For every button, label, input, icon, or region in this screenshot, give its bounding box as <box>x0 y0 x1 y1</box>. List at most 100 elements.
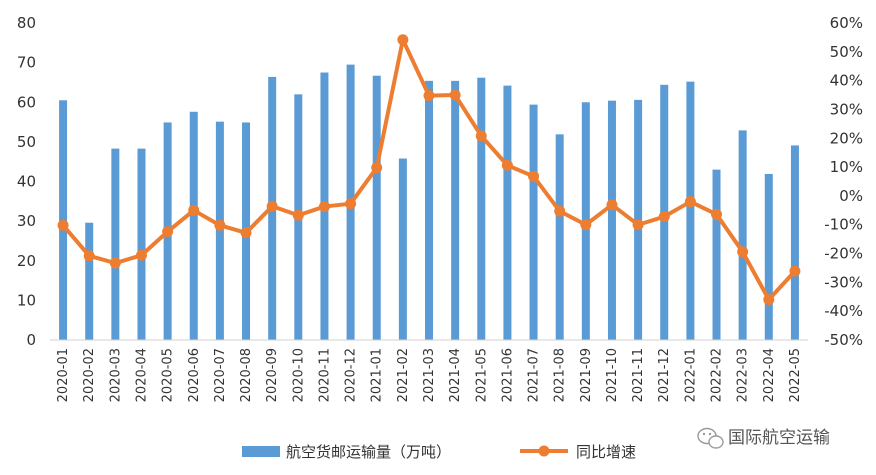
growth-point <box>658 211 670 223</box>
x-tick-label: 2021-05 <box>474 348 489 402</box>
bar <box>372 75 381 341</box>
left-tick-label: 70 <box>17 54 36 72</box>
x-tick-label: 2022-05 <box>788 348 803 402</box>
x-tick-label: 2021-01 <box>370 348 385 402</box>
left-tick-label: 20 <box>17 252 36 270</box>
x-tick-label: 2020-11 <box>317 348 332 402</box>
growth-point <box>423 90 435 102</box>
x-tick-label: 2021-02 <box>396 348 411 402</box>
x-tick-label: 2020-12 <box>344 348 359 402</box>
growth-point <box>397 34 409 46</box>
right-tick-label: -40% <box>824 302 863 320</box>
legend: 航空货邮运输量（万吨） 同比增速 <box>242 443 636 461</box>
x-tick-label: 2021-09 <box>579 348 594 402</box>
bar <box>738 130 747 340</box>
bar <box>764 173 773 340</box>
x-tick-label: 2022-03 <box>736 348 751 402</box>
growth-point <box>606 199 618 211</box>
growth-point <box>789 265 801 277</box>
growth-point <box>135 249 147 261</box>
x-tick-label: 2022-04 <box>762 348 777 402</box>
growth-point <box>292 209 304 221</box>
growth-point <box>266 200 278 212</box>
x-axis: 2020-01 2020-02 2020-03 2020-04 2020-05 2020-… <box>56 348 803 402</box>
bar <box>477 77 486 341</box>
right-tick-label: 40% <box>830 72 863 90</box>
growth-point <box>501 159 513 171</box>
growth-point <box>371 162 383 174</box>
growth-point <box>162 226 174 238</box>
watermark-text: 国际航空运输 <box>728 428 830 448</box>
x-tick-label: 2022-02 <box>710 348 725 402</box>
bar <box>189 111 198 340</box>
right-tick-label: 50% <box>830 43 863 61</box>
x-tick-label: 2021-03 <box>422 348 437 402</box>
right-tick-label: 30% <box>830 100 863 118</box>
right-tick-label: -50% <box>824 331 863 349</box>
left-tick-label: 50 <box>17 133 36 151</box>
legend-bar-label: 航空货邮运输量（万吨） <box>286 443 451 461</box>
x-tick-label: 2021-07 <box>527 348 542 402</box>
bar <box>790 145 799 340</box>
growth-point <box>711 208 723 220</box>
growth-point <box>83 250 95 262</box>
right-tick-label: 20% <box>830 129 863 147</box>
right-tick-label: -30% <box>824 273 863 291</box>
left-tick-label: 0 <box>26 331 36 349</box>
x-tick-label: 2020-01 <box>56 348 71 402</box>
x-tick-label: 2020-10 <box>291 348 306 402</box>
right-tick-label: -20% <box>824 245 863 263</box>
right-axis: -50% -40% -30% -20% -10% 0% 10% 20% 30% 40% 50% 60% <box>824 14 863 349</box>
x-tick-label: 2020-02 <box>82 348 97 402</box>
bar <box>425 80 433 340</box>
x-tick-label: 2021-06 <box>500 348 515 402</box>
growth-point <box>318 201 330 213</box>
growth-point <box>345 198 357 210</box>
bar <box>712 169 721 340</box>
x-tick-label: 2020-04 <box>134 348 149 402</box>
x-tick-label: 2020-05 <box>161 348 176 402</box>
left-tick-label: 30 <box>17 212 36 230</box>
legend-line-label: 同比增速 <box>576 443 636 461</box>
bar <box>503 85 512 340</box>
growth-point <box>528 170 540 182</box>
x-tick-label: 2021-04 <box>448 348 463 402</box>
growth-point <box>57 219 69 231</box>
bar <box>555 134 564 340</box>
bar <box>398 158 407 340</box>
x-tick-label: 2021-11 <box>631 348 646 402</box>
growth-point <box>684 196 696 208</box>
bar <box>686 81 695 341</box>
x-tick-label: 2020-06 <box>187 348 202 402</box>
legend-line-marker <box>538 445 550 457</box>
right-tick-label: -10% <box>824 216 863 234</box>
line-series <box>57 34 801 306</box>
bar <box>137 148 146 340</box>
x-tick-label: 2020-09 <box>265 348 280 402</box>
wechat-icon <box>697 427 724 449</box>
growth-point <box>214 219 226 231</box>
left-tick-label: 80 <box>17 14 36 32</box>
right-tick-label: 0% <box>839 187 863 205</box>
x-tick-label: 2020-08 <box>239 348 254 402</box>
left-tick-label: 10 <box>17 291 36 309</box>
watermark: 国际航空运输 <box>697 427 830 449</box>
growth-point <box>188 204 200 216</box>
growth-point <box>554 205 566 217</box>
bar <box>111 148 120 340</box>
x-tick-label: 2020-03 <box>108 348 123 402</box>
x-tick-label: 2022-01 <box>683 348 698 402</box>
growth-point <box>580 219 592 231</box>
legend-bar-swatch <box>242 446 280 457</box>
growth-point <box>475 130 487 142</box>
bar <box>85 222 94 340</box>
right-tick-label: 10% <box>830 158 863 176</box>
left-tick-label: 60 <box>17 93 36 111</box>
bar <box>215 121 224 340</box>
x-tick-label: 2021-08 <box>553 348 568 402</box>
bar <box>529 104 538 340</box>
x-tick-label: 2021-12 <box>657 348 672 402</box>
growth-point <box>240 227 252 239</box>
left-axis: 0 10 20 30 40 50 60 70 80 <box>17 14 36 349</box>
